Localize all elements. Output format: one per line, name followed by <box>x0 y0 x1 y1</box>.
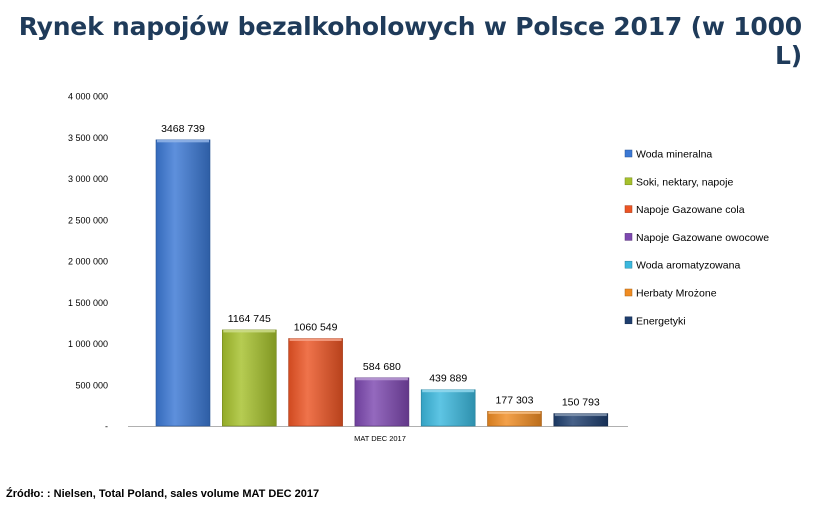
legend-swatch <box>624 205 633 213</box>
y-tick-label: 4 000 000 <box>68 92 108 102</box>
data-label-5: 439 889 <box>429 373 467 385</box>
legend-swatch <box>624 233 633 241</box>
bar-1 <box>155 139 211 427</box>
legend-label: Napoje Gazowane cola <box>636 204 745 216</box>
bar-4 <box>354 377 410 427</box>
legend-label: Woda aromatyzowana <box>636 260 740 272</box>
bars <box>155 139 609 427</box>
bar-3 <box>288 338 343 427</box>
bar-top-highlight <box>289 338 342 342</box>
bar-top-highlight <box>157 139 209 143</box>
legend-label: Herbaty Mrożone <box>636 288 717 300</box>
bar-2 <box>222 329 277 427</box>
legend-label: Woda mineralna <box>636 149 712 161</box>
legend-label: Napoje Gazowane owocowe <box>636 232 769 244</box>
y-axis: - 500 000 1 000 000 1 500 000 2 000 000 2 500… <box>68 92 628 443</box>
y-tick-label: 1 500 000 <box>68 298 108 308</box>
y-tick-label: 2 500 000 <box>68 215 108 225</box>
data-label-4: 584 680 <box>363 361 401 373</box>
data-label-6: 177 303 <box>496 394 534 406</box>
x-category-label: MAT DEC 2017 <box>354 434 406 443</box>
legend-swatch <box>624 316 633 325</box>
data-label-3: 1060 549 <box>294 322 338 334</box>
bar-top-highlight <box>355 377 408 381</box>
legend: Woda mineralna Soki, nektary, napoje Napoj… <box>624 149 769 327</box>
y-tick-label: 2 000 000 <box>68 257 108 267</box>
y-tick-label: 1 000 000 <box>68 339 108 349</box>
y-tick-label: 500 000 <box>75 380 108 390</box>
y-tick-label: 3 500 000 <box>68 133 108 143</box>
data-label-7: 150 793 <box>562 397 600 409</box>
legend-swatch <box>624 288 633 297</box>
data-labels: 3468 739 1164 745 1060 549 584 680 439 889 17… <box>161 123 600 409</box>
data-label-2: 1164 745 <box>228 313 271 325</box>
y-tick-label: 3 000 000 <box>68 174 108 184</box>
data-label-1: 3468 739 <box>161 123 205 135</box>
bar-top-highlight <box>223 329 276 333</box>
legend-swatch <box>624 177 633 186</box>
source-note: Źródło: : Nielsen, Total Poland, sales v… <box>6 488 320 500</box>
legend-swatch <box>624 260 633 269</box>
bar-top-highlight <box>554 413 607 417</box>
bar-5 <box>420 389 476 427</box>
bar-top-highlight <box>488 411 541 414</box>
chart-title: Rynek napojów bezalkoholowych w Polsce 2… <box>18 12 803 70</box>
bar-top-highlight <box>422 389 475 393</box>
y-tick-label: - <box>105 422 108 432</box>
legend-label: Energetyki <box>636 315 686 327</box>
legend-swatch <box>624 149 633 158</box>
legend-label: Soki, nektary, napoje <box>636 176 733 188</box>
